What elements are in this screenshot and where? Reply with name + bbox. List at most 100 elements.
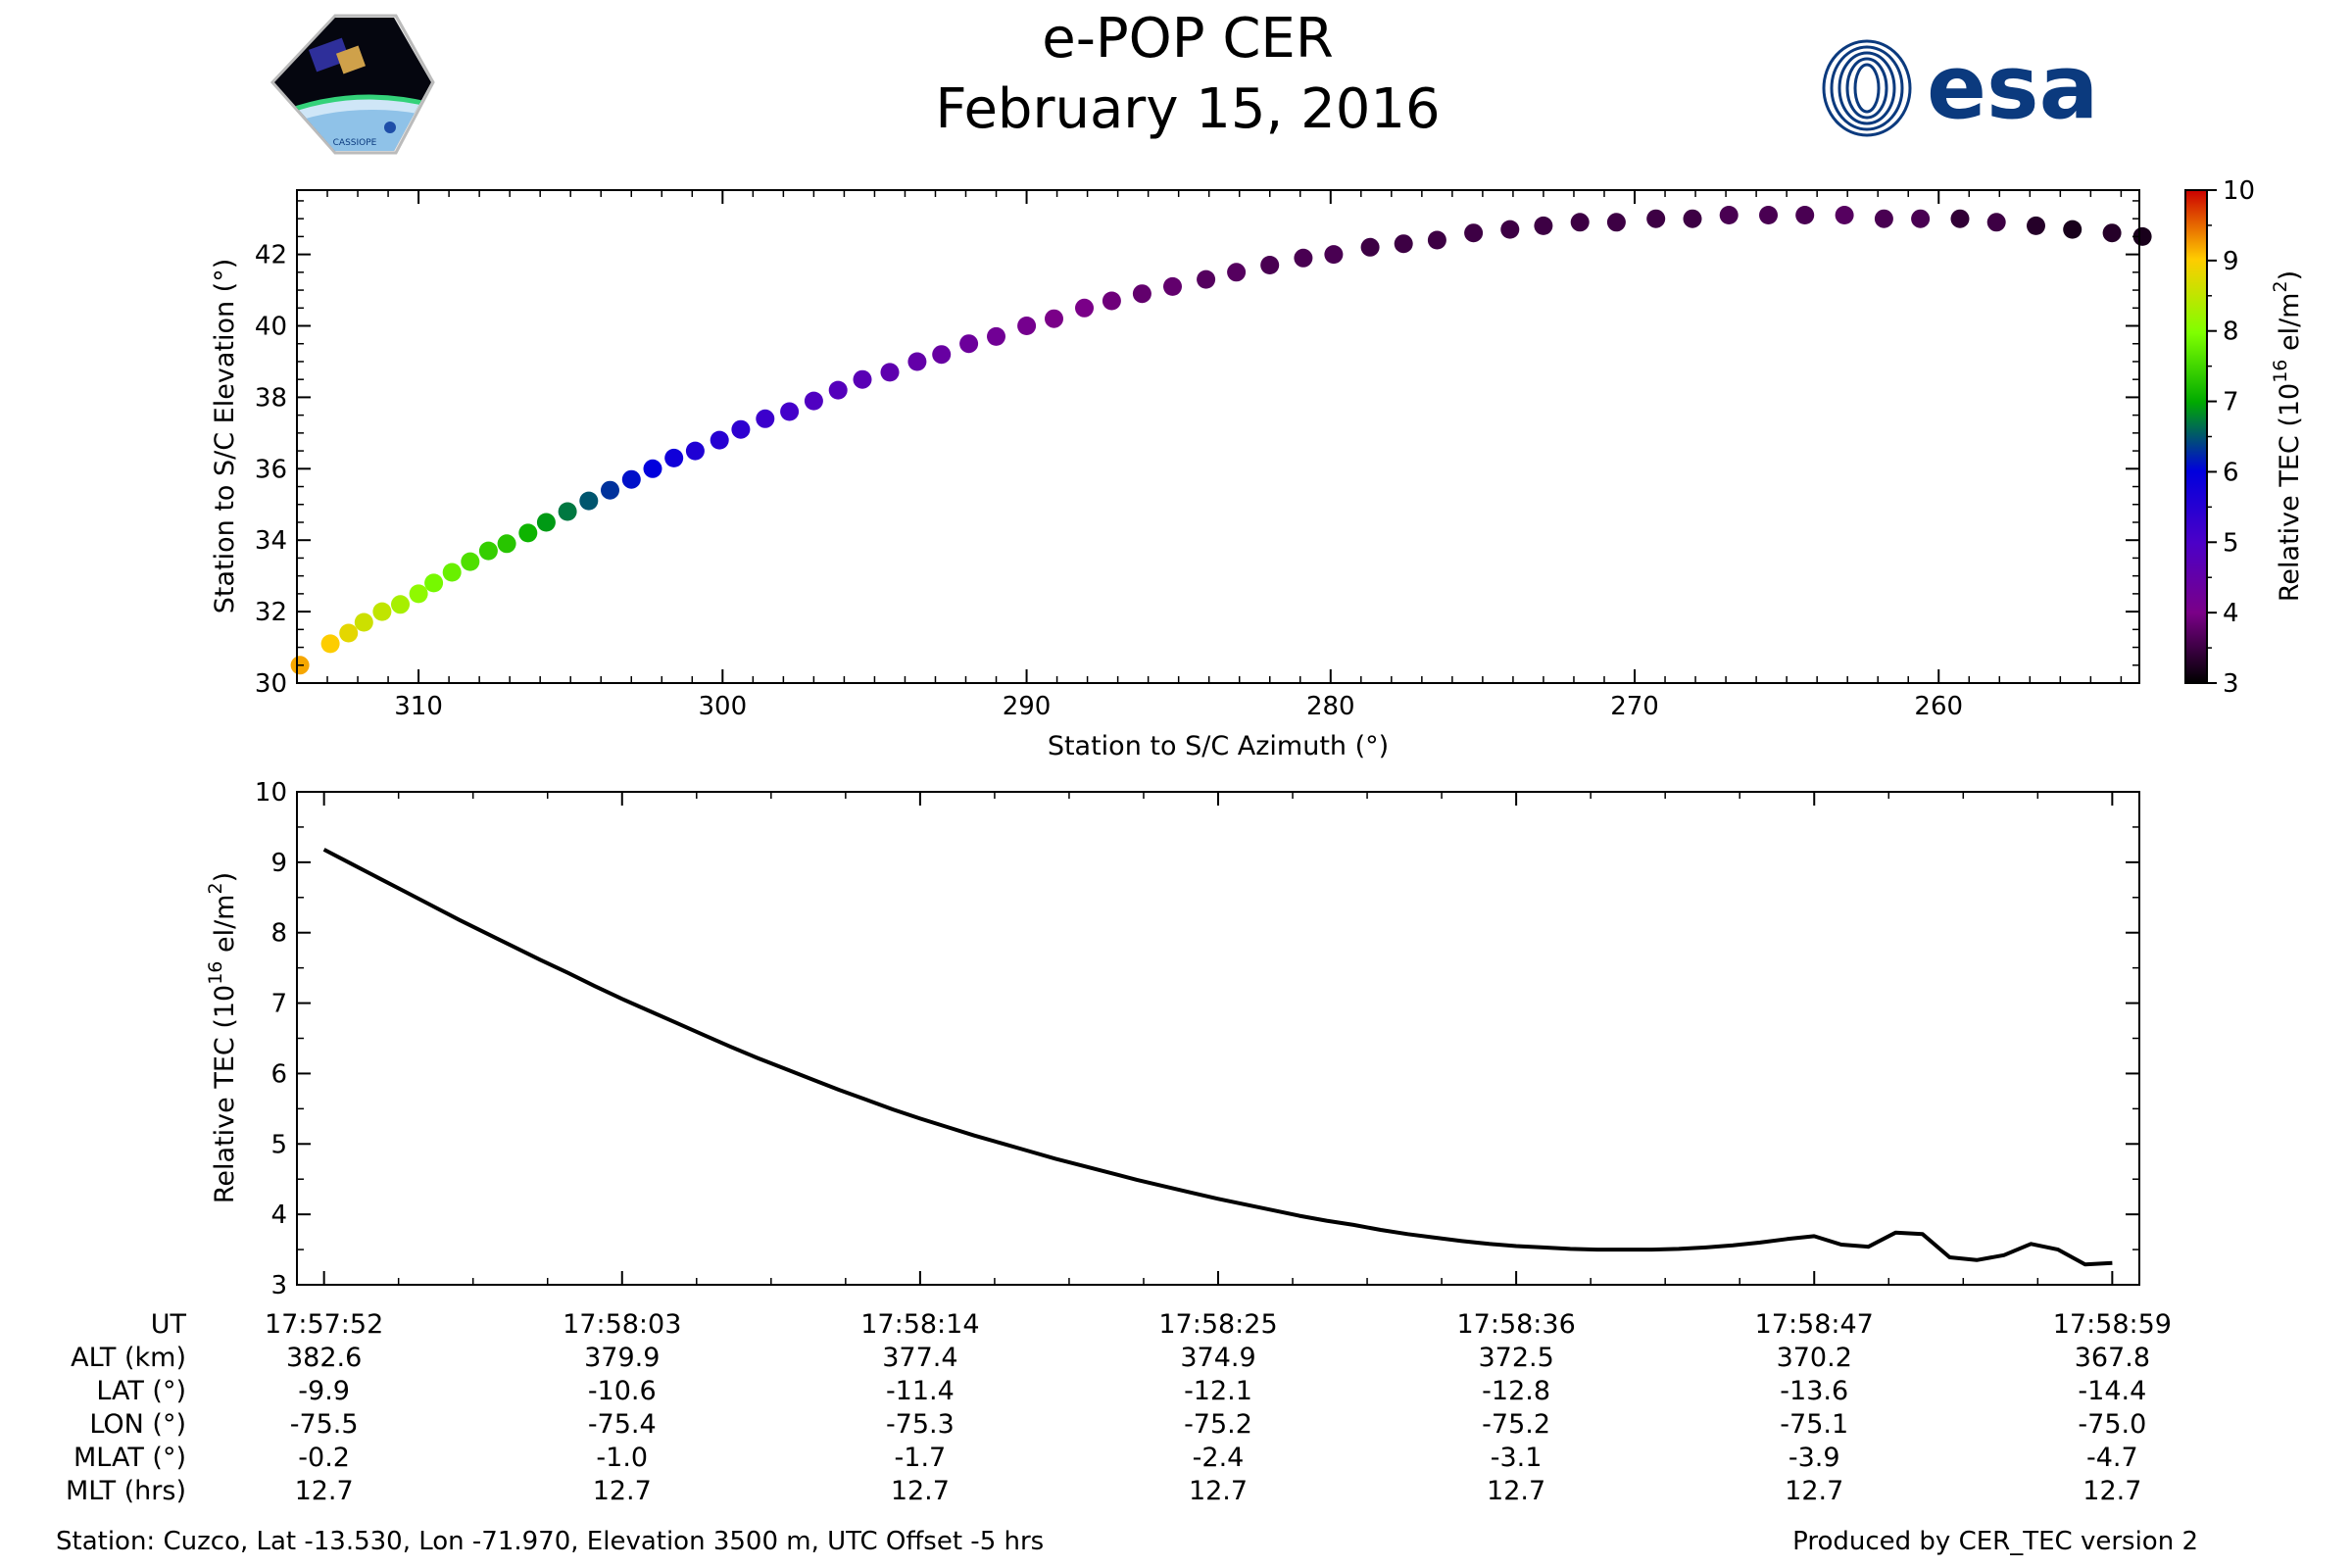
scatter-y-axis-label: Station to S/C Elevation (°) [210,259,240,614]
scatter-point [354,612,373,632]
scatter-point [1017,317,1037,335]
scatter-point [1835,206,1854,224]
scatter-point [1132,284,1152,304]
colorbar-label-power: 2 [2270,280,2291,292]
ephemeris-cell: 17:58:47 [1755,1309,1874,1340]
ephemeris-cell: 372.5 [1478,1343,1553,1373]
scatter-point [1394,234,1413,254]
ephemeris-cell: 12.7 [295,1476,354,1506]
colorbar-label-suffix: ) [2275,270,2305,281]
scatter-point [1260,256,1280,274]
ephemeris-cell: -75.3 [886,1409,955,1440]
scatter-point [461,552,480,571]
scatter-point [339,623,359,643]
colorbar-gradient [2184,189,2208,684]
scatter-point [1911,209,1931,228]
ephemeris-cell: 382.6 [286,1343,362,1373]
scatter-x-tick-label: 280 [1306,692,1355,721]
scatter-point [1294,248,1313,268]
line-y-tick-label: 8 [270,919,287,949]
scatter-point [2063,220,2082,239]
colorbar-label-middle: el/m [2275,293,2305,360]
line-y-tick-label: 3 [270,1271,287,1300]
scatter-point [320,634,340,654]
ephemeris-row-label: MLAT (°) [74,1443,186,1473]
scatter-point [579,491,599,511]
ephemeris-cell: -9.9 [298,1376,350,1406]
ephemeris-cell: 12.7 [891,1476,950,1506]
colorbar-tick-label: 9 [2223,247,2239,276]
scatter-point [1045,309,1063,328]
ephemeris-cell: 12.7 [593,1476,652,1506]
ephemeris-cell: 17:57:52 [265,1309,383,1340]
scatter-point [1360,237,1380,257]
scatter-point [1950,209,1970,228]
ephemeris-cell: 379.9 [584,1343,660,1373]
ephemeris-cell: -1.0 [596,1443,648,1473]
line-y-tick-label: 5 [270,1130,287,1159]
scatter-y-tick-label: 32 [255,598,287,627]
ephemeris-cell: 12.7 [2082,1476,2141,1506]
scatter-x-tick-label: 260 [1914,692,1963,721]
colorbar-tick-label: 10 [2223,176,2255,206]
cassiope-mission-logo-icon: CASSIOPE [270,14,435,155]
scatter-point [1683,209,1702,228]
scatter-point [1324,245,1344,265]
scatter-point [497,534,516,554]
esa-logo-text: esa [1927,36,2098,139]
scatter-point [643,459,662,478]
scatter-x-tick-label: 310 [394,692,443,721]
scatter-point [932,345,952,365]
scatter-x-tick-label: 300 [699,692,748,721]
line-y-tick-label: 6 [270,1059,287,1089]
scatter-point [1500,220,1520,239]
ephemeris-cell: -75.1 [1780,1409,1848,1440]
scatter-x-tick-label: 290 [1003,692,1052,721]
scatter-point [1075,298,1094,318]
line-plot-frame [296,791,2140,1286]
line-y-label-exponent: 16 [205,961,226,985]
ephemeris-row-label: UT [151,1309,187,1340]
scatter-point [1874,209,1893,228]
line-y-label-power: 2 [205,882,226,894]
scatter-point [987,326,1005,346]
scatter-point [780,402,800,421]
scatter-plot-frame [296,189,2140,684]
scatter-y-tick-label: 42 [255,241,287,270]
line-y-axis-label: Relative TEC (1016 el/m2) [205,872,240,1203]
scatter-point [685,441,705,461]
colorbar-tick-label: 5 [2223,528,2239,558]
scatter-point [1606,213,1626,232]
ephemeris-row-label: LON (°) [89,1409,186,1440]
ephemeris-cell: 367.8 [2075,1343,2150,1373]
line-y-tick-label: 9 [270,849,287,878]
ephemeris-cell: -12.8 [1482,1376,1550,1406]
scatter-point [1102,291,1121,311]
line-y-label-suffix: ) [210,872,240,883]
ephemeris-cell: 370.2 [1777,1343,1852,1373]
scatter-y-tick-label: 38 [255,383,287,413]
scatter-point [2027,216,2045,235]
tec-series-line [322,848,2113,1267]
ephemeris-cell: 12.7 [1189,1476,1248,1506]
scatter-point [664,448,684,467]
colorbar-label-prefix: Relative TEC (10 [2275,383,2305,602]
scatter-point [1570,213,1590,232]
ephemeris-cell: -75.4 [588,1409,657,1440]
ephemeris-row-label: MLT (hrs) [66,1476,186,1506]
ephemeris-cell: -10.6 [588,1376,657,1406]
line-y-tick-label: 7 [270,990,287,1019]
ephemeris-cell: 12.7 [1785,1476,1843,1506]
scatter-point [1759,206,1778,224]
scatter-point [1163,276,1182,296]
scatter-y-tick-label: 30 [255,669,287,699]
ephemeris-row-label: LAT (°) [96,1376,186,1406]
scatter-point [907,352,927,371]
scatter-point [731,419,751,439]
scatter-point [756,409,775,428]
ephemeris-cell: -13.6 [1780,1376,1848,1406]
scatter-point [536,513,556,532]
ephemeris-cell: -2.4 [1193,1443,1245,1473]
scatter-point [2132,226,2152,246]
